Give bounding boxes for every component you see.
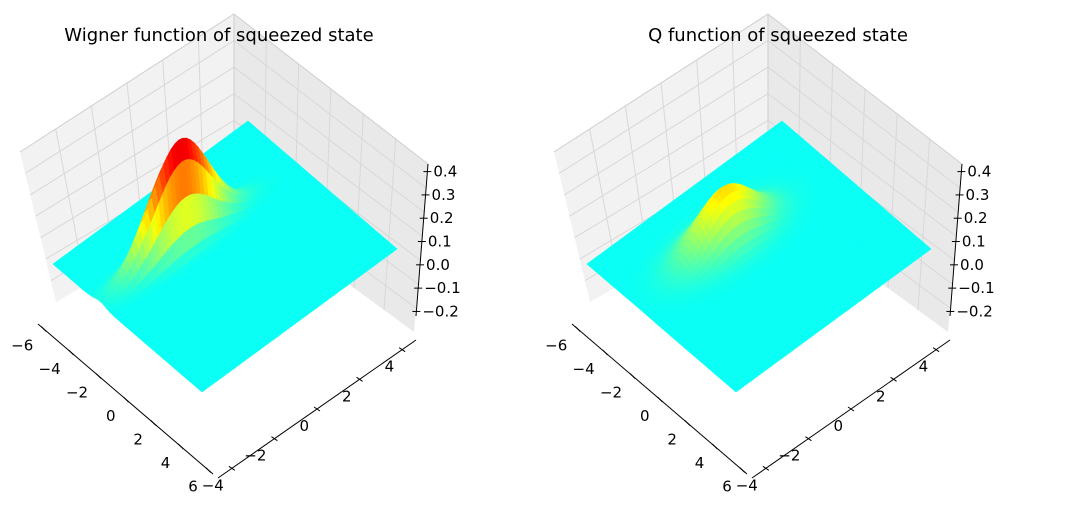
x-tick: [150, 420, 157, 426]
z-axis-line: [415, 163, 429, 317]
z-tick-label: 0.1: [428, 233, 452, 251]
z-tick-label: 0.0: [426, 256, 450, 274]
x-tick: [40, 326, 47, 332]
x-tick-label: 2: [133, 431, 143, 449]
y-tick: [271, 436, 278, 442]
x-tick: [123, 396, 129, 403]
x-tick: [68, 349, 75, 356]
x-tick-label: 4: [161, 454, 171, 472]
x-tick-label: −6: [11, 337, 33, 355]
x-tick: [177, 443, 184, 450]
z-tick-label: −0.2: [422, 302, 458, 320]
z-tick-label: 0.3: [432, 186, 456, 204]
y-tick: [313, 406, 321, 412]
y-tick-label: 4: [385, 358, 395, 376]
z-tick-label: 0.2: [430, 209, 454, 227]
x-tick-label: 6: [188, 478, 198, 496]
x-tick: [205, 467, 212, 473]
wigner-plot-panel: −6 −4 −2 0 2 4 6 −4 −2 0 2 4 0.4 0.3 0.2 0.1 0.0 −0.1 −0.2…: [11, 13, 461, 496]
x-tick-label: −4: [39, 360, 61, 378]
grid-line: [917, 138, 931, 311]
y-tick-label: −2: [244, 447, 266, 465]
x-tick-label: −2: [66, 384, 88, 402]
surface-mesh: [586, 120, 932, 393]
q-function-plot-panel: −6 −4 −2 0 2 4 6 −4 −2 0 2 4 0.4 0.3 0.2 0.1 0.0 −0.1 −0.2…: [534, 0, 1068, 530]
grid-line: [383, 138, 397, 311]
z-tick-label: 0.4: [433, 163, 457, 181]
y-tick-label: 2: [342, 387, 352, 405]
plot-title: Wigner function of squeezed state: [64, 25, 374, 46]
z-tick-label: −0.1: [424, 279, 460, 297]
x-tick: [95, 373, 102, 379]
y-tick-label: −4: [202, 476, 224, 494]
y-tick: [356, 376, 363, 382]
surface-patch: [198, 386, 207, 393]
y-tick: [398, 347, 406, 353]
y-tick: [228, 465, 236, 471]
y-tick-label: 0: [299, 417, 309, 435]
surface-mesh: [52, 120, 398, 393]
x-tick-label: 0: [106, 407, 116, 425]
